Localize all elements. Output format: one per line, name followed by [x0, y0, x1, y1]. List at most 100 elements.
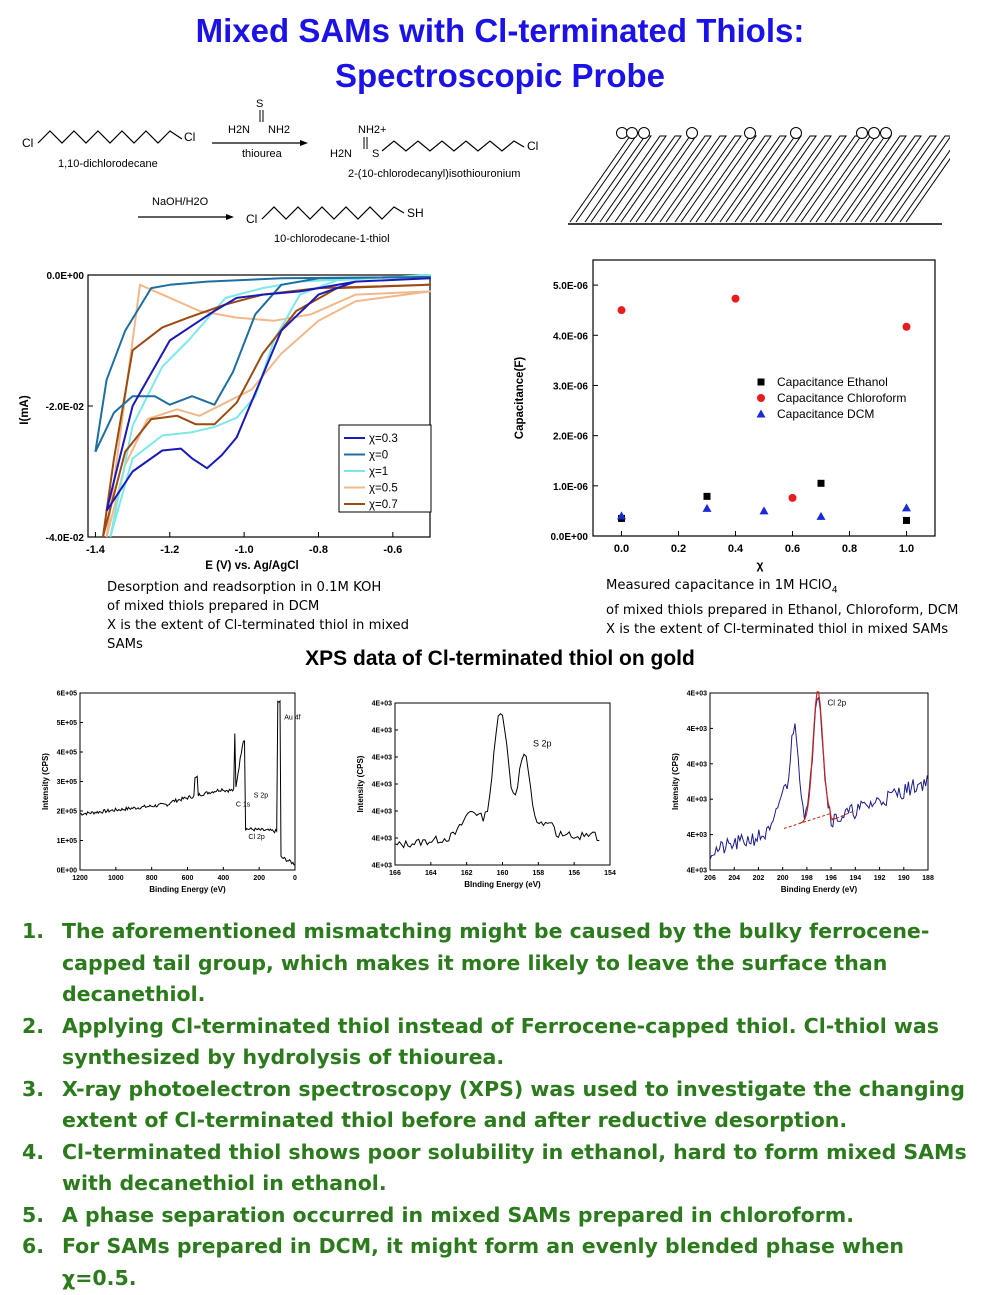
cv-y-tick-label: -2.0E-02	[46, 402, 85, 413]
xps-x-tick-label: 198	[801, 875, 813, 882]
xps-y-tick-label: 4E+03	[687, 761, 708, 768]
xps-x-tick-label: 400	[217, 875, 229, 882]
cap-x-tick-label: 0.8	[842, 543, 857, 555]
sam-head-group	[868, 127, 880, 139]
xps-y-tick-label: 4E+03	[372, 863, 393, 870]
xps-y-tick-label: 4E+05	[57, 750, 78, 757]
xps-peak-label: C 1s	[236, 802, 251, 809]
cap-x-tick-label: 0.2	[671, 543, 686, 555]
xps-survey-chart: 1200 1000 800 600 400 200 0 0E+00 1E+05 2E+05 3E+0…	[41, 691, 301, 895]
xps-y-tick-label: 4E+03	[687, 691, 708, 698]
xps-s2p-chart: 166 164 162 160 158 156 154 4E+03 4E+03 4E+03 4E+0…	[356, 701, 616, 890]
cap-data-point	[759, 506, 769, 515]
xps-cl2p-line	[709, 696, 928, 860]
product-h2n: H2N	[330, 148, 352, 160]
xps-y-tick-label: 0E+00	[57, 868, 78, 875]
xps-y-label: Intensity (CPS)	[671, 753, 680, 810]
sam-chain	[779, 135, 847, 223]
xps-y-tick-label: 4E+03	[372, 701, 393, 708]
cap-legend-marker	[757, 394, 765, 402]
cap-y-tick-label: 3.0E-06	[553, 381, 588, 392]
sam-head-group	[638, 127, 650, 139]
xps-x-label: Binding Energy (eV)	[149, 885, 226, 894]
cap-data-point	[617, 511, 626, 520]
note-item: 5. A phase separation occurred in mixed S…	[22, 1202, 855, 1227]
sam-chain	[854, 135, 922, 223]
sam-chain	[824, 135, 892, 223]
xps-x-tick-label: 154	[604, 870, 616, 877]
xps-y-tick-label: 4E+03	[687, 868, 708, 875]
xps-y-tick-label: 2E+05	[57, 809, 78, 816]
xps-x-tick-label: 164	[425, 870, 437, 877]
cv-x-tick-label: -1.2	[160, 544, 179, 556]
cap-data-point	[617, 306, 626, 315]
sam-chain	[659, 135, 727, 223]
xps-x-tick-label: 160	[497, 870, 509, 877]
atom-cl-1: Cl	[22, 136, 33, 150]
xps-plot-frame	[709, 692, 929, 871]
sam-head-group	[744, 127, 756, 139]
thiol-cl: Cl	[246, 212, 257, 226]
product-s: S	[372, 148, 379, 160]
thiourea-nh2: NH2	[268, 124, 290, 136]
xps-y-tick-label: 4E+03	[372, 836, 393, 843]
cv-x-tick-label: -0.8	[309, 544, 328, 556]
sam-head-group	[686, 127, 698, 139]
xps-cl2p-chart: 206 204 202 200 198 196 194 192 190 188 4E+03 4E+03…	[671, 691, 934, 895]
sam-schematic	[568, 127, 950, 225]
sam-chain	[584, 135, 652, 223]
sam-head-group	[880, 127, 892, 139]
xps-y-tick-label: 1E+05	[57, 838, 78, 845]
note-item: 3. X-ray photoelectron spectroscopy (XPS)…	[22, 1076, 965, 1133]
xps-x-tick-label: 0	[293, 875, 297, 882]
cap-legend-label: Capacitance Ethanol	[777, 375, 888, 389]
thiol-sh: SH	[407, 206, 424, 220]
cap-legend-label: Capacitance Chloroform	[777, 391, 906, 405]
xps-x-tick-label: 204	[728, 875, 740, 882]
sam-chain	[569, 135, 637, 223]
sam-head-group	[626, 127, 638, 139]
xps-y-label: Intensity (CPS)	[41, 753, 50, 810]
thiourea-h2n: H2N	[228, 124, 250, 136]
cv-y-tick-label: -4.0E-02	[46, 533, 85, 544]
capacitance-chart: Capacitance(F) χ 0.0 0.2 0.4 0.6 0.8 1.0 0.0E+…	[514, 259, 936, 572]
reactant-1-label: 1,10-dichlorodecane	[58, 158, 158, 170]
sam-head-group	[856, 127, 868, 139]
cap-data-point	[902, 503, 911, 512]
cv-y-tick-label: 0.0E+00	[46, 271, 84, 282]
sam-chain	[644, 135, 712, 223]
sam-chain	[719, 135, 787, 223]
cap-y-label: Capacitance(F)	[514, 357, 526, 440]
cv-x-tick-label: -1.0	[235, 544, 254, 556]
cv-series-line	[94, 276, 431, 453]
xps-peak-label: S 2p	[533, 739, 552, 749]
xps-x-tick-label: 162	[461, 870, 473, 877]
xps-x-tick-label: 800	[146, 875, 158, 882]
xps-x-tick-label: 188	[922, 875, 934, 882]
sam-chain	[674, 135, 742, 223]
cap-caption-3: X is the extent of Cl-terminated thiol i…	[606, 621, 949, 637]
xps-x-tick-label: 194	[849, 875, 861, 882]
atom-cl-2: Cl	[184, 130, 195, 144]
xps-x-tick-label: 600	[182, 875, 194, 882]
xps-cl2p-baseline	[783, 810, 856, 829]
cap-data-point	[788, 493, 797, 502]
sam-chain	[629, 135, 697, 223]
cv-legend	[338, 424, 432, 513]
sam-chain	[749, 135, 817, 223]
xps-x-label: BInding Energy (eV)	[464, 880, 541, 889]
xps-peak-label: Cl 2p	[827, 698, 846, 707]
cap-data-point	[731, 294, 740, 303]
cap-y-tick-label: 0.0E+00	[550, 532, 588, 543]
xps-y-tick-label: 4E+03	[687, 832, 708, 839]
xps-y-tick-label: 4E+03	[687, 797, 708, 804]
xps-x-tick-label: 166	[389, 870, 401, 877]
cv-caption-2: of mixed thiols prepared in DCM	[107, 599, 320, 614]
cv-series-line	[105, 283, 431, 538]
product-2-label: 10-chlorodecane-1-thiol	[274, 233, 390, 245]
sam-chain	[794, 135, 862, 223]
xps-x-tick-label: 158	[532, 870, 544, 877]
cv-legend-label: χ=0.7	[369, 499, 398, 511]
cv-caption-3: X is the extent of Cl-terminated thiol i…	[107, 618, 410, 652]
xps-y-tick-label: 5E+05	[57, 720, 78, 727]
